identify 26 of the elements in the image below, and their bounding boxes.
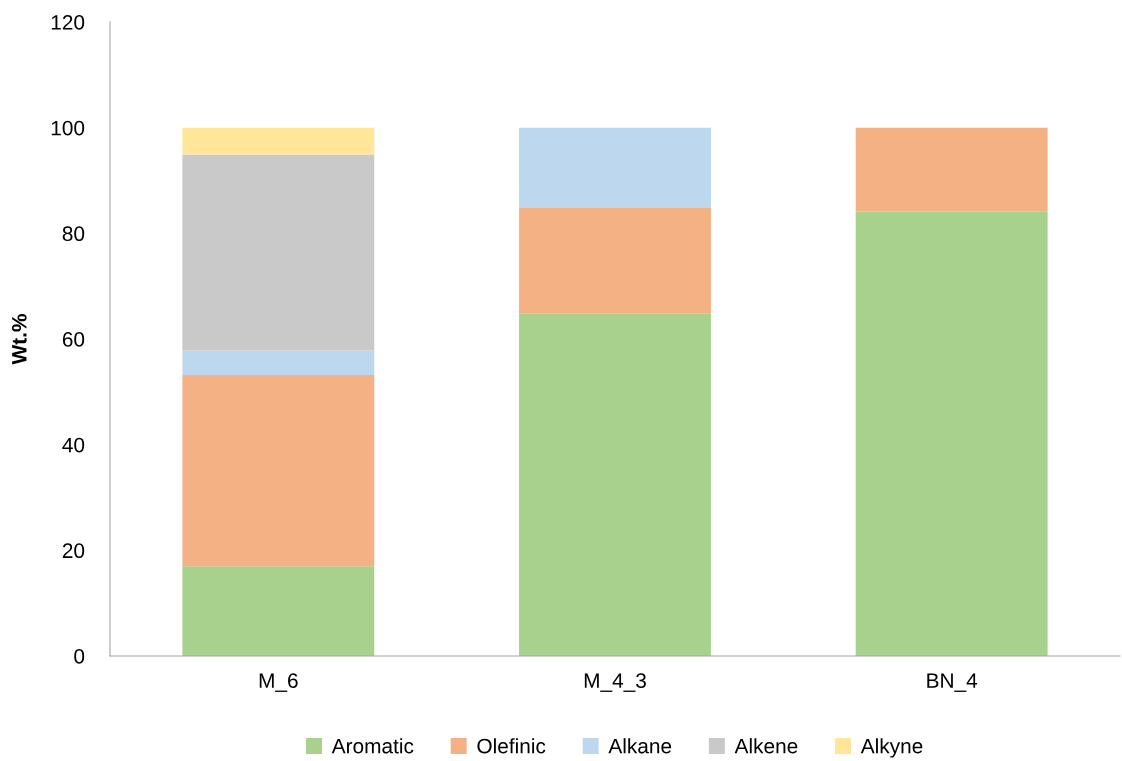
y-tick-label: 40 <box>62 437 85 453</box>
y-tick-label: 100 <box>51 120 85 136</box>
y-tick-label: 80 <box>62 226 85 242</box>
y-tick-label: 60 <box>62 332 85 347</box>
legend-label: Aromatic <box>331 738 414 754</box>
bar <box>855 127 1048 212</box>
x-tick-label: BN_4 <box>927 673 978 692</box>
bar <box>519 313 711 656</box>
y-tick-label: 120 <box>51 15 85 30</box>
bar <box>182 566 375 656</box>
legend-label: Olefinic <box>477 738 546 754</box>
x-tick-label: M_6 <box>259 673 298 692</box>
bar <box>182 127 375 155</box>
y-tick-label: 20 <box>62 543 85 559</box>
bar <box>855 211 1048 656</box>
y-axis-title: Wt.% <box>11 314 27 365</box>
bar <box>182 154 375 351</box>
legend-label: Alkane <box>608 738 672 754</box>
legend-label: Alkyne <box>860 738 923 758</box>
bar <box>519 127 711 208</box>
bar <box>519 207 711 314</box>
legend-label: Alkene <box>734 738 798 754</box>
y-tick-label: 0 <box>74 649 85 664</box>
bar <box>182 350 375 375</box>
x-tick-label: M_4_3 <box>584 673 646 692</box>
bar <box>182 374 375 567</box>
